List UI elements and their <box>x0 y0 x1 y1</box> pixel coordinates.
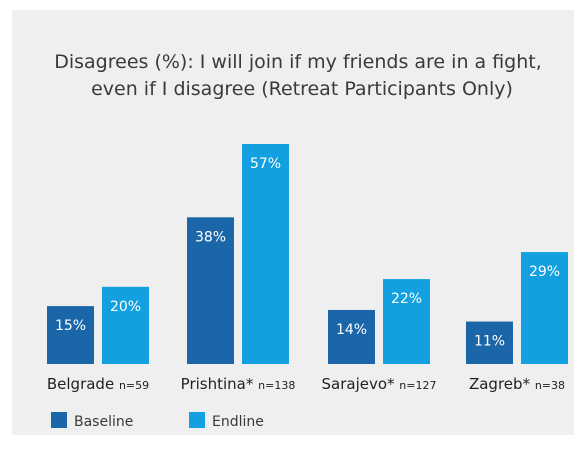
legend-swatch-baseline <box>51 412 67 428</box>
bar-endline-1 <box>242 144 289 364</box>
data-label-endline-3: 29% <box>529 264 560 280</box>
bar-chart: Disagrees (%): I will join if my friends… <box>47 51 568 430</box>
data-label-endline-1: 57% <box>250 156 281 172</box>
category-label-1: Prishtina* n=138 <box>181 375 296 393</box>
data-label-endline-2: 22% <box>391 291 422 307</box>
legend-label-endline: Endline <box>212 414 264 430</box>
data-label-endline-0: 20% <box>110 299 141 315</box>
chart-panel: Disagrees (%): I will join if my friends… <box>12 10 574 435</box>
category-labels-group: Belgrade n=59 Prishtina* n=138 Sarajevo* n… <box>47 375 565 393</box>
chart-title-line-2: even if I disagree (Retreat Participants… <box>91 78 513 100</box>
data-label-baseline-1: 38% <box>195 229 226 245</box>
bar-endline-0 <box>102 286 149 364</box>
bar-baseline-2 <box>328 309 375 364</box>
data-label-baseline-2: 14% <box>336 322 367 338</box>
data-label-baseline-0: 15% <box>55 318 86 334</box>
bar-endline-2 <box>383 279 430 364</box>
legend: Baseline Endline <box>51 412 264 430</box>
legend-swatch-endline <box>189 412 205 428</box>
bar-endline-3 <box>521 252 568 364</box>
category-label-0: Belgrade n=59 <box>47 375 149 393</box>
data-label-baseline-3: 11% <box>474 334 505 350</box>
bar-baseline-1 <box>187 217 234 364</box>
category-label-3: Zagreb* n=38 <box>469 375 565 393</box>
bar-baseline-0 <box>47 306 94 364</box>
legend-label-baseline: Baseline <box>74 414 133 430</box>
bars-group: 15% 20% 38% 57% 14% 22% 11% 29% <box>47 144 568 364</box>
bar-baseline-3 <box>466 321 513 364</box>
category-label-2: Sarajevo* n=127 <box>322 375 437 393</box>
chart-title-line-1: Disagrees (%): I will join if my friends… <box>54 51 542 73</box>
